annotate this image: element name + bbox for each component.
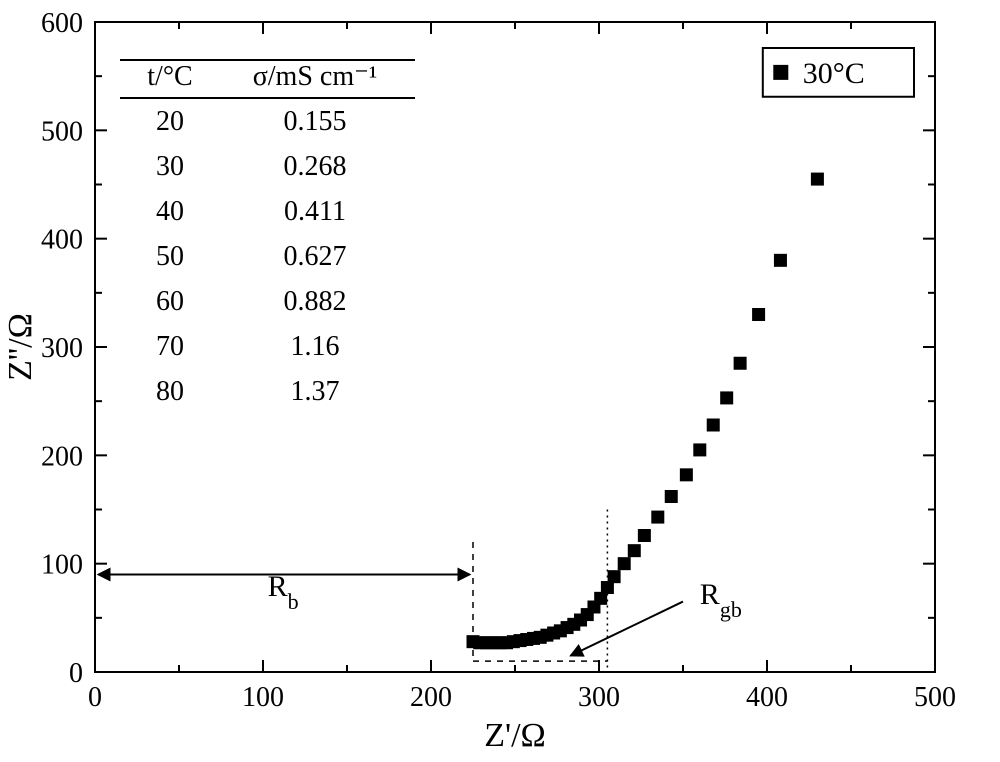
table-cell: 60: [156, 286, 184, 317]
y-tick-label: 600: [41, 8, 83, 39]
data-point: [811, 173, 824, 186]
table-cell: 50: [156, 241, 184, 272]
table-cell: 80: [156, 376, 184, 407]
legend-label: 30°C: [803, 57, 865, 90]
x-tick-label: 300: [578, 682, 620, 713]
table-header: t/°C: [147, 61, 192, 92]
x-tick-label: 200: [410, 682, 452, 713]
x-tick-label: 100: [242, 682, 284, 713]
x-tick-label: 500: [914, 682, 956, 713]
table-cell: 0.411: [284, 196, 346, 227]
y-tick-label: 300: [41, 333, 83, 364]
data-point: [752, 308, 765, 321]
x-tick-label: 0: [88, 682, 102, 713]
table-cell: 1.16: [291, 331, 340, 362]
chart-container: 0 100 200 300 400 500 Z'/Ω 0 100 200 300 400 500 600 Z…: [0, 0, 1000, 762]
table-cell: 1.37: [291, 376, 340, 407]
y-tick-label: 0: [69, 658, 83, 689]
data-point: [618, 557, 631, 570]
x-tick-label: 400: [746, 682, 788, 713]
data-point: [665, 490, 678, 503]
table-cell: 30: [156, 151, 184, 182]
legend-marker: [773, 65, 788, 80]
data-point: [734, 357, 747, 370]
table-header: σ/mS cm⁻¹: [253, 61, 378, 92]
table-cell: 40: [156, 196, 184, 227]
table-cell: 70: [156, 331, 184, 362]
data-point: [774, 254, 787, 267]
x-axis-label: Z'/Ω: [484, 717, 546, 754]
data-point: [693, 443, 706, 456]
data-point: [628, 544, 641, 557]
y-tick-label: 400: [41, 225, 83, 256]
chart-svg: 0 100 200 300 400 500 Z'/Ω 0 100 200 300 400 500 600 Z…: [0, 0, 1000, 762]
data-point: [608, 570, 621, 583]
data-point: [651, 511, 664, 524]
table-cell: 20: [156, 106, 184, 137]
y-tick-label: 100: [41, 550, 83, 581]
table-cell: 0.155: [284, 106, 347, 137]
y-axis-label: Z''/Ω: [2, 313, 39, 381]
data-point: [720, 391, 733, 404]
table-cell: 0.882: [284, 286, 347, 317]
y-tick-label: 200: [41, 441, 83, 472]
data-point: [680, 468, 693, 481]
table-cell: 0.627: [284, 241, 347, 272]
data-point: [638, 529, 651, 542]
y-tick-label: 500: [41, 116, 83, 147]
data-point: [707, 419, 720, 432]
table-cell: 0.268: [284, 151, 347, 182]
